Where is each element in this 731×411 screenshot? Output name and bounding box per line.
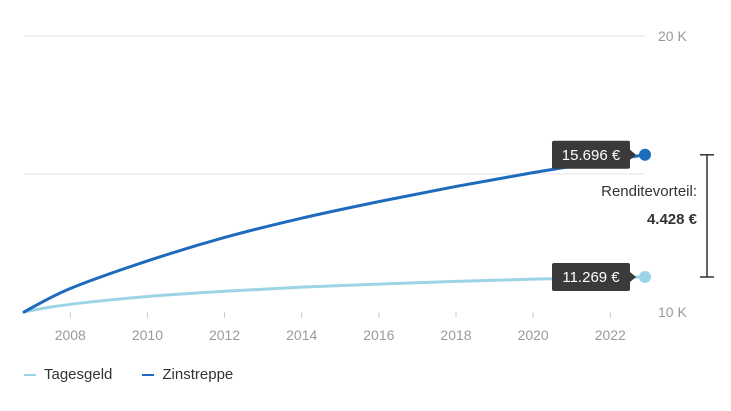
gridlines: [24, 35, 645, 175]
end-value-pointer: [630, 149, 636, 160]
series-line-tagesgeld: [22, 275, 647, 314]
end-value-pointer: [630, 271, 636, 282]
x-tick-label: 2018: [440, 327, 471, 343]
legend-swatch-zinstreppe: [142, 373, 155, 376]
x-tick-label: 2022: [595, 327, 626, 343]
x-axis-ticks: 2008 2010 2012 2014 2016 2018 2020 2022: [55, 312, 626, 343]
legend-label-tagesgeld: Tagesgeld: [44, 366, 113, 383]
legend-swatch-tagesgeld: [24, 373, 36, 376]
y-axis-ticks: 10 K 20 K: [658, 28, 687, 320]
legend-item-tagesgeld[interactable]: Tagesgeld: [24, 366, 112, 383]
x-tick-label: 2010: [132, 327, 163, 343]
advantage-value: 4.428 €: [647, 211, 698, 228]
legend-label-zinstreppe: Zinstreppe: [162, 366, 234, 383]
x-tick-label: 2020: [518, 327, 549, 343]
end-value-label: 11.269 €: [562, 269, 620, 286]
legend: Tagesgeld Zinstreppe: [24, 366, 233, 383]
end-point-tagesgeld: [639, 270, 651, 283]
advantage-label: Renditevorteil:: [601, 183, 697, 200]
end-value-box: [552, 262, 630, 291]
x-tick-label: 2014: [286, 327, 317, 343]
x-tick-label: 2016: [363, 327, 394, 343]
x-tick-label: 2008: [55, 327, 86, 343]
y-tick-label: 20 K: [658, 28, 687, 44]
x-tick-label: 2012: [209, 327, 240, 343]
series-line-zinstreppe: [22, 153, 647, 314]
end-value-box: [552, 140, 630, 169]
legend-item-zinstreppe[interactable]: Zinstreppe: [142, 366, 233, 383]
advantage-annotation: Renditevorteil: 4.428 €: [601, 154, 714, 278]
end-labels: 11.269 € 15.696 €: [552, 140, 636, 291]
end-value-label: 15.696 €: [562, 147, 621, 164]
y-tick-label: 10 K: [658, 304, 687, 320]
end-point-zinstreppe: [639, 148, 651, 161]
